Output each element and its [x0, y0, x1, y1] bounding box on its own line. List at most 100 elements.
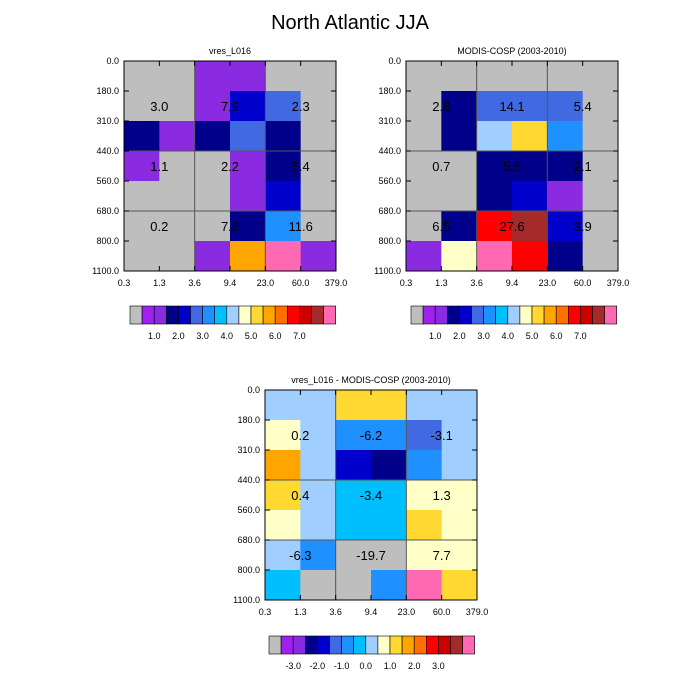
heatmap-cell: [335, 480, 372, 511]
heatmap-cell: [300, 570, 337, 601]
group-value-label: 0.4: [291, 488, 309, 503]
heatmap-cell: [406, 121, 442, 152]
colorbar-swatch: [425, 635, 439, 655]
colorbar-label: -1.0: [334, 661, 350, 671]
group-value-label: 2.3: [292, 99, 310, 114]
colorbar-swatch: [353, 635, 367, 655]
colorbar-label: 4.0: [502, 331, 515, 341]
heatmap-cell: [265, 570, 301, 601]
colorbar-swatch: [604, 305, 617, 325]
colorbar-label: 5.0: [526, 331, 539, 341]
colorbar-label: 6.0: [550, 331, 563, 341]
heatmap-cell: [265, 241, 302, 272]
x-tick-label: 379.0: [325, 278, 348, 288]
heatmap-cell: [547, 241, 584, 272]
group-value-label: 5.4: [292, 159, 310, 174]
colorbar-swatch: [401, 635, 415, 655]
colorbar-swatch: [329, 635, 342, 655]
y-tick-label: 0.0: [247, 385, 260, 395]
group-value-label: 2.1: [574, 159, 592, 174]
heatmap-cell: [300, 241, 337, 272]
x-tick-label: 9.4: [506, 278, 519, 288]
heatmap-cell: [124, 241, 160, 272]
heatmap-cell: [441, 241, 478, 272]
colorbar-swatch: [317, 635, 330, 655]
y-tick-label: 180.0: [237, 415, 260, 425]
x-tick-label: 23.0: [257, 278, 275, 288]
heatmap-cell: [230, 121, 266, 152]
heatmap-cell: [265, 121, 302, 152]
heatmap-cell: [265, 510, 301, 541]
panel-1: 0.3 1.3 3.6 9.4 23.0 60.0 379.0 0.0 180.0 310.0 44…: [92, 46, 347, 341]
group-value-label: -6.3: [289, 548, 311, 563]
heatmap-cell: [159, 151, 196, 182]
heatmap-cell: [300, 540, 337, 571]
colorbar-swatch: [226, 305, 240, 325]
colorbar-swatch: [365, 635, 379, 655]
panel-title: vres_L016: [209, 46, 251, 56]
heatmap-cell: [512, 151, 548, 182]
heatmap-cell: [230, 211, 266, 242]
x-tick-label: 1.3: [435, 278, 448, 288]
heatmap-cell: [476, 241, 513, 272]
heatmap-cell: [300, 151, 337, 182]
x-tick-label: 1.3: [153, 278, 166, 288]
heatmap-cell: [547, 151, 584, 182]
heatmap-cell: [441, 390, 478, 421]
heatmap-cell: [230, 241, 266, 272]
colorbar-swatch: [202, 305, 216, 325]
heatmap-cell: [194, 181, 231, 212]
heatmap-cell: [406, 540, 443, 571]
x-tick-label: 60.0: [292, 278, 310, 288]
heatmap-cell: [124, 151, 160, 182]
heatmap-cell: [476, 181, 513, 212]
group-value-label: -3.4: [360, 488, 382, 503]
heatmap-cell: [265, 390, 301, 421]
heatmap-cell: [124, 91, 160, 122]
heatmap-cell: [300, 390, 337, 421]
colorbar-label: 3.0: [432, 661, 445, 671]
colorbar-swatch: [299, 305, 312, 325]
heatmap-cell: [441, 121, 478, 152]
colorbar-swatch: [286, 305, 300, 325]
heatmap-cell: [194, 211, 231, 242]
colorbar-label: 1.0: [148, 331, 161, 341]
heatmap-cell: [230, 91, 266, 122]
heatmap-cell: [441, 181, 478, 212]
colorbar-label: 7.0: [574, 331, 587, 341]
x-tick-label: 60.0: [574, 278, 592, 288]
heatmap-cell: [371, 420, 407, 451]
heatmap-cell: [406, 510, 443, 541]
heatmap-cell: [406, 151, 442, 182]
y-tick-label: 560.0: [96, 176, 119, 186]
heatmap-cell: [335, 450, 372, 481]
colorbar-swatch: [166, 305, 179, 325]
heatmap-cell: [300, 510, 337, 541]
heatmap-cell: [406, 181, 442, 212]
heatmap-cell: [265, 211, 302, 242]
colorbar-swatch: [495, 305, 509, 325]
x-tick-label: 379.0: [607, 278, 630, 288]
heatmap-cell: [547, 211, 584, 242]
heatmap-cell: [512, 121, 548, 152]
heatmap-cell: [371, 450, 407, 481]
colorbar-swatch: [311, 305, 324, 325]
heatmap-cell: [441, 61, 478, 92]
panel-title: MODIS-COSP (2003-2010): [457, 46, 566, 56]
colorbar-swatch: [422, 305, 436, 325]
heatmap-cell: [300, 121, 337, 152]
x-tick-label: 0.3: [118, 278, 131, 288]
panel-2: 0.3 1.3 3.6 9.4 23.0 60.0 379.0 0.0 180.0 310.0 44…: [374, 46, 629, 341]
colorbar-swatch: [580, 305, 593, 325]
y-tick-label: 680.0: [378, 206, 401, 216]
heatmap-cell: [441, 480, 478, 511]
x-tick-label: 9.4: [365, 607, 378, 617]
heatmap-cell: [441, 510, 478, 541]
y-tick-label: 560.0: [237, 505, 260, 515]
colorbar-swatch: [450, 635, 463, 655]
y-tick-label: 800.0: [237, 565, 260, 575]
heatmap-cell: [406, 450, 443, 481]
heatmap-cell: [406, 480, 443, 511]
heatmap-cell: [512, 241, 548, 272]
